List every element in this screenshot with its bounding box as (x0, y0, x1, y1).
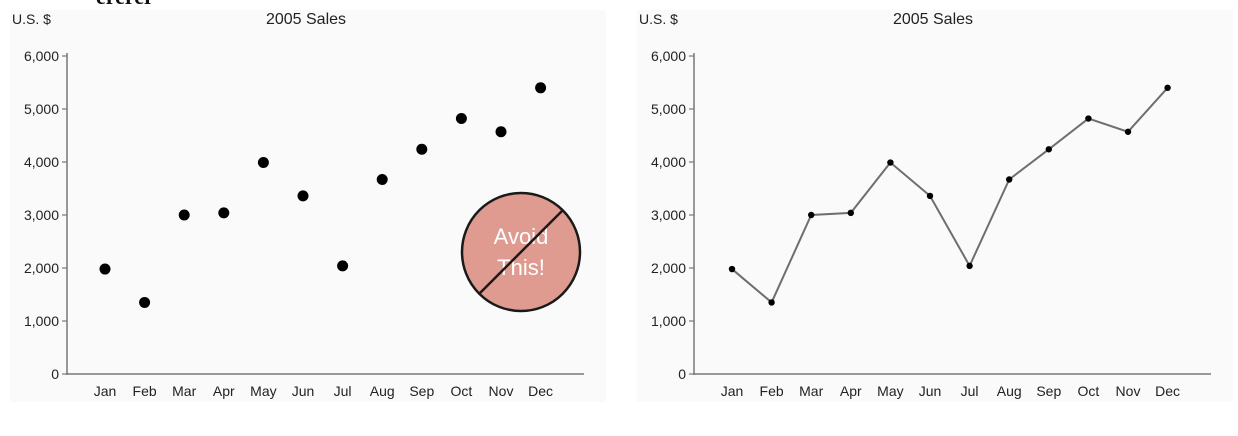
data-point (926, 192, 934, 200)
y-tick-label: 6,000 (651, 48, 686, 64)
x-tick-label: Nov (489, 383, 514, 399)
data-point (99, 263, 111, 275)
x-tick-label: Apr (840, 383, 862, 399)
y-tick-label: 0 (51, 366, 59, 382)
data-point (376, 173, 388, 185)
x-tick-label: Feb (760, 383, 784, 399)
y-tick-label: 3,000 (24, 207, 59, 223)
y-unit-label: U.S. $ (12, 11, 51, 27)
x-tick-label: Jul (961, 383, 979, 399)
data-point (297, 190, 309, 202)
data-point (337, 260, 349, 272)
y-tick-label: 5,000 (651, 101, 686, 117)
line-chart-panel: U.S. $ 2005 Sales 0 1,000 2,000 3,000 4,000 5,0… (637, 0, 1233, 402)
x-tick-label: Jun (919, 383, 942, 399)
line-chart: U.S. $ 2005 Sales 0 1,000 2,000 3,000 4,000 5,0… (637, 10, 1233, 402)
data-point (535, 82, 547, 94)
data-point (455, 113, 467, 125)
x-tick-label: Apr (213, 383, 235, 399)
data-point (218, 207, 230, 219)
data-point (847, 209, 854, 217)
data-point (728, 265, 736, 273)
x-tick-label: Jun (292, 383, 315, 399)
x-tick-label: Feb (133, 383, 157, 399)
scatter-chart-panel: U.S. $ 2005 Sales 0 1,000 2,000 3,000 4,000 5,0… (10, 0, 606, 402)
scatter-chart: U.S. $ 2005 Sales 0 1,000 2,000 3,000 4,000 5,0… (10, 10, 606, 402)
y-tick-label: 5,000 (24, 101, 59, 117)
x-tick-label: Nov (1116, 383, 1141, 399)
x-tick-label: Oct (1078, 383, 1100, 399)
x-tick-label: Mar (799, 383, 823, 399)
y-tick-label: 4,000 (651, 154, 686, 170)
y-tick-label: 2,000 (24, 260, 59, 276)
y-tick-label: 1,000 (24, 313, 59, 329)
x-tick-label: Sep (409, 383, 434, 399)
y-tick-label: 6,000 (24, 48, 59, 64)
data-point (887, 159, 894, 166)
x-tick-label: Sep (1036, 383, 1061, 399)
data-point (178, 209, 190, 221)
data-point (495, 126, 507, 138)
x-tick-label: Oct (451, 383, 473, 399)
x-tick-label: Aug (370, 383, 395, 399)
x-tick-label: Jul (334, 383, 352, 399)
y-unit-label: U.S. $ (639, 11, 678, 27)
data-point (1045, 146, 1052, 153)
y-tick-label: 1,000 (651, 313, 686, 329)
data-point (768, 299, 775, 306)
stamp-text-line1: Avoid (494, 224, 549, 249)
data-point (966, 262, 973, 270)
x-tick-label: Jan (721, 383, 744, 399)
x-tick-label: Jan (94, 383, 117, 399)
y-tick-label: 3,000 (651, 207, 686, 223)
x-tick-label: Mar (172, 383, 196, 399)
data-point (1006, 176, 1013, 183)
series-line (731, 87, 1169, 305)
chart-title: 2005 Sales (893, 11, 973, 28)
data-point (1164, 84, 1171, 92)
x-tick-label: May (250, 383, 276, 399)
x-tick-label: Dec (1155, 383, 1180, 399)
x-tick-label: Dec (528, 383, 553, 399)
stamp-slash (478, 209, 564, 295)
data-point (416, 143, 428, 155)
chart-title: 2005 Sales (266, 11, 346, 28)
data-point (139, 296, 151, 308)
x-tick-label: Aug (997, 383, 1022, 399)
y-tick-label: 4,000 (24, 154, 59, 170)
y-tick-label: 2,000 (651, 260, 686, 276)
data-point (1085, 115, 1092, 122)
data-point (808, 211, 815, 219)
y-tick-label: 0 (678, 366, 686, 382)
clipped-heading: ererer (96, 0, 154, 8)
data-point (1124, 128, 1132, 135)
data-point (257, 157, 269, 169)
x-tick-label: May (877, 383, 903, 399)
